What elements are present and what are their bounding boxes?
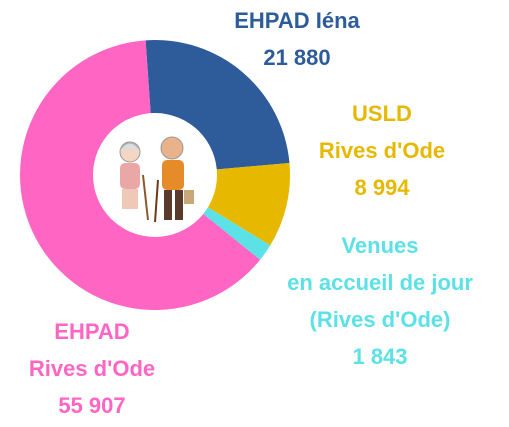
- donut-slice: [19, 40, 261, 310]
- value-label: 21 880: [263, 45, 331, 70]
- elderly-icon: [119, 136, 194, 223]
- value-label: 55 907: [58, 393, 126, 418]
- label-group: EHPAD Iéna 21 880: [167, 2, 427, 76]
- value-label: 8 994: [354, 175, 410, 200]
- label-group: USLD Rives d'Ode 8 994: [252, 95, 509, 206]
- donut-slice: [206, 162, 290, 246]
- donut: [19, 40, 290, 310]
- value-label: 1 843: [352, 344, 408, 369]
- donut-slice: [145, 40, 290, 170]
- label-group: EHPAD Rives d'Ode 55 907: [0, 313, 222, 424]
- slice-name: EHPAD Rives d'Ode: [28, 319, 156, 381]
- slice-name: EHPAD Iéna: [234, 8, 360, 33]
- label-group: Venues en accueil de jour (Rives d'Ode) 1…: [250, 227, 509, 375]
- donut-slice: [201, 206, 271, 260]
- slice-name: Venues en accueil de jour (Rives d'Ode): [287, 233, 473, 332]
- slice-name: USLD Rives d'Ode: [318, 101, 446, 163]
